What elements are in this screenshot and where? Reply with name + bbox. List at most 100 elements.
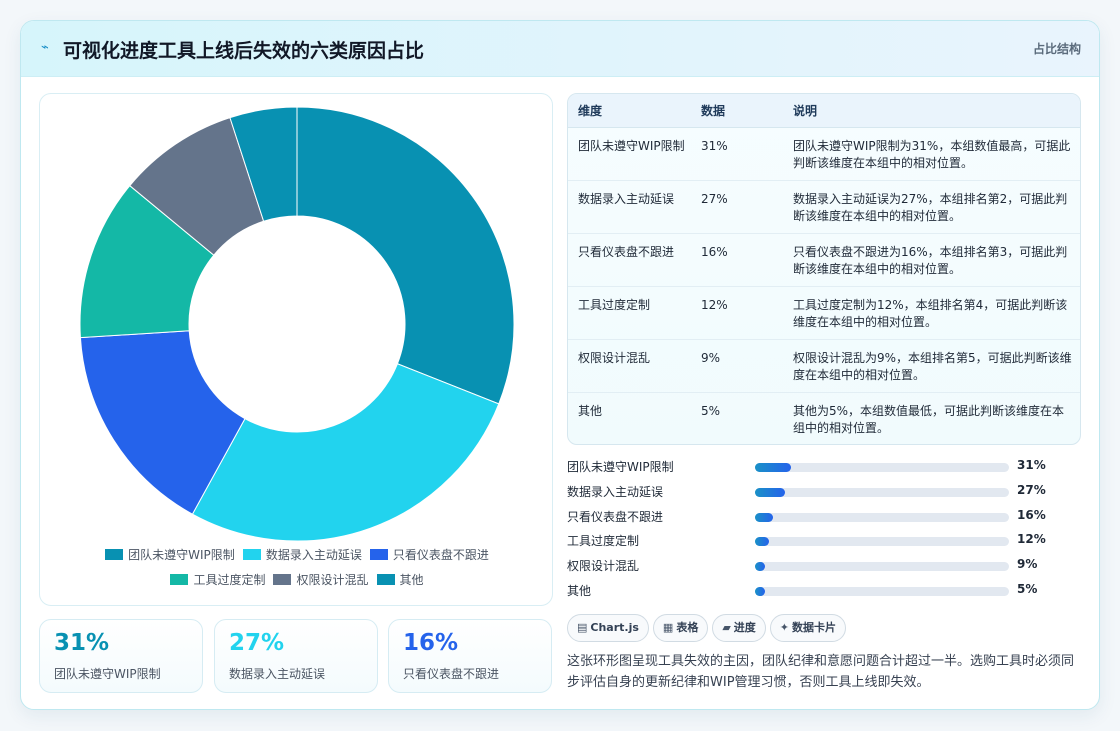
table-cell-value: 16% xyxy=(691,233,783,287)
table-cell-note: 团队未遵守WIP限制为31%，本组数值最高，可据此判断该维度在本组中的相对位置。 xyxy=(783,127,1080,181)
progress-fill xyxy=(755,463,791,472)
legend-row: 团队未遵守WIP限制 数据录入主动延误 只看仪表盘不跟进 xyxy=(40,546,554,563)
progress-value: 16% xyxy=(1017,507,1046,522)
progress-value: 9% xyxy=(1017,557,1038,572)
legend-item[interactable]: 团队未遵守WIP限制 xyxy=(105,546,235,563)
progress-track xyxy=(755,537,1009,547)
table-row: 权限设计混乱 9% 权限设计混乱为9%，本组排名第5，可据此判断该维度在本组中的… xyxy=(568,339,1080,393)
progress-row: 权限设计混乱 9% xyxy=(567,554,1081,579)
progress-label: 团队未遵守WIP限制 xyxy=(567,460,674,474)
progress-label: 只看仪表盘不跟进 xyxy=(567,509,664,524)
progress-value: 5% xyxy=(1017,581,1038,596)
donut-slice-3[interactable]: 只看仪表盘不跟进: 16% xyxy=(79,330,246,515)
legend-label: 团队未遵守WIP限制 xyxy=(128,548,235,562)
table-cell-dimension: 其他 xyxy=(578,403,603,418)
progress-value: 27% xyxy=(1017,482,1046,497)
chip-label: Chart.js xyxy=(590,621,639,634)
progress-fill xyxy=(755,512,773,522)
table-cell-value: 5% xyxy=(701,403,721,418)
page-title: 可视化进度工具上线后失效的六类原因占比 xyxy=(63,40,425,62)
progress-value: 12% xyxy=(1017,532,1046,547)
chart-legend: 团队未遵守WIP限制 数据录入主动延误 只看仪表盘不跟进工具过度定制 权限设计混乱 其他 xyxy=(40,546,554,588)
chart-icon: ▤ xyxy=(577,621,588,634)
table-cell-value: 31% xyxy=(691,127,783,181)
progress-fill xyxy=(755,586,766,596)
table-cell-value: 12% xyxy=(691,286,783,340)
kpi-value: 31% xyxy=(54,630,110,656)
legend-label: 数据录入主动延误 xyxy=(265,548,362,562)
table-cell-note: 数据录入主动延误为27%，本组排名第2，可据此判断该维度在本组中的相对位置。 xyxy=(783,180,1080,234)
legend-item[interactable]: 其他 xyxy=(376,571,424,588)
legend-item[interactable]: 数据录入主动延误 xyxy=(242,546,362,563)
table-cell-value: 27% xyxy=(691,180,783,234)
report-card: ⌁ 可视化进度工具上线后失效的六类原因占比 占比结构 团队未遵守WIP限制: 3… xyxy=(20,20,1100,710)
table-cell-note: 只看仪表盘不跟进为16%，本组排名第3，可据此判断该维度在本组中的相对位置。 xyxy=(783,233,1080,287)
table-cell-note: 权限设计混乱为9%，本组排名第5，可据此判断该维度在本组中的相对位置。 xyxy=(783,339,1080,393)
chip--[interactable]: ▰ 进度 xyxy=(712,614,766,642)
table-cell-dimension: 权限设计混乱 xyxy=(568,339,691,393)
legend-swatch xyxy=(105,549,124,560)
kpi-card-2: 27% 数据录入主动延误 xyxy=(214,619,378,693)
donut-chart: 团队未遵守WIP限制: 31%数据录入主动延误: 27%只看仪表盘不跟进: 16… xyxy=(79,106,515,542)
legend-swatch xyxy=(369,549,388,560)
legend-label: 权限设计混乱 xyxy=(296,573,369,587)
legend-label: 其他 xyxy=(399,573,424,587)
table-row: 数据录入主动延误 27% 数据录入主动延误为27%，本组排名第2，可据此判断该维… xyxy=(568,180,1080,234)
donut-slice-1[interactable]: 团队未遵守WIP限制: 31% xyxy=(296,106,515,405)
column-header: 数据 xyxy=(691,94,783,128)
progress-fill xyxy=(755,562,766,572)
legend-item[interactable]: 工具过度定制 xyxy=(170,571,265,588)
kpi-label: 团队未遵守WIP限制 xyxy=(54,667,161,681)
chip-label: 表格 xyxy=(676,621,699,634)
progress-label: 其他 xyxy=(567,583,592,598)
kpi-value: 16% xyxy=(403,630,459,656)
legend-label: 只看仪表盘不跟进 xyxy=(392,548,489,562)
progress-label: 权限设计混乱 xyxy=(567,559,640,574)
sparkle-icon: ⌁ xyxy=(41,40,49,55)
table-row: 工具过度定制 12% 工具过度定制为12%，本组排名第4，可据此判断该维度在本组… xyxy=(568,286,1080,340)
legend-swatch xyxy=(170,574,189,585)
column-header: 维度 xyxy=(568,94,691,128)
table-cell-dimension: 团队未遵守WIP限制 xyxy=(568,127,691,181)
legend-label: 工具过度定制 xyxy=(193,573,266,587)
column-header: 说明 xyxy=(783,94,1080,128)
table-icon: ▦ xyxy=(662,621,674,634)
progress-fill xyxy=(755,537,769,547)
chip--[interactable]: ✦ 数据卡片 xyxy=(769,614,847,642)
progress-fill xyxy=(755,487,786,497)
data-table: 维度 数据 说明 团队未遵守WIP限制 31% 团队未遵守WIP限制为31%，本… xyxy=(567,93,1081,445)
table-cell-dimension: 只看仪表盘不跟进 xyxy=(568,233,691,287)
kpi-card-1: 31% 团队未遵守WIP限制 xyxy=(39,619,203,693)
chip-label: 进度 xyxy=(733,621,756,634)
table-row: 团队未遵守WIP限制 31% 团队未遵守WIP限制为31%，本组数值最高，可据此… xyxy=(568,127,1080,181)
progress-row: 团队未遵守WIP限制 31% xyxy=(567,455,1081,480)
chip-label: 数据卡片 xyxy=(792,621,837,634)
donut-chart-panel: 团队未遵守WIP限制: 31%数据录入主动延误: 27%只看仪表盘不跟进: 16… xyxy=(39,93,553,606)
card-icon: ✦ xyxy=(779,621,790,634)
progress-row: 数据录入主动延误 27% xyxy=(567,480,1081,505)
summary-text: 这张环形图呈现工具失效的主因，团队纪律和意愿问题合计超过一半。选购工具时必须同步… xyxy=(567,654,1075,690)
table-header-row: 维度 数据 说明 xyxy=(568,94,1080,128)
kpi-value: 27% xyxy=(229,630,285,656)
chip-chart-js[interactable]: ▤ Chart.js xyxy=(567,614,649,642)
table-row: 其他 5% 其他为5%，本组数值最低，可据此判断该维度在本组中的相对位置。 xyxy=(568,392,1080,444)
progress-label: 数据录入主动延误 xyxy=(567,484,664,499)
card-header: ⌁ 可视化进度工具上线后失效的六类原因占比 占比结构 xyxy=(21,21,1099,77)
progress-value: 31% xyxy=(1017,458,1046,472)
progress-track xyxy=(755,586,1009,596)
kpi-label: 只看仪表盘不跟进 xyxy=(403,667,500,681)
legend-swatch xyxy=(376,574,395,585)
legend-item[interactable]: 只看仪表盘不跟进 xyxy=(369,546,489,563)
chip--[interactable]: ▦ 表格 xyxy=(652,614,709,642)
progress-row: 其他 5% xyxy=(567,579,1081,604)
header-tag: 占比结构 xyxy=(1032,42,1081,56)
table-cell-dimension: 工具过度定制 xyxy=(568,286,691,340)
donut-slice-6[interactable]: 其他: 5% xyxy=(229,106,298,222)
progress-track xyxy=(755,512,1009,522)
donut-slice-2[interactable]: 数据录入主动延误: 27% xyxy=(191,363,500,542)
kpi-card-3: 16% 只看仪表盘不跟进 xyxy=(388,619,552,693)
table-cell-note: 其他为5%，本组数值最低，可据此判断该维度在本组中的相对位置。 xyxy=(793,403,1065,435)
progress-track xyxy=(755,463,1009,472)
legend-item[interactable]: 权限设计混乱 xyxy=(273,571,369,588)
progress-track xyxy=(755,562,1009,572)
